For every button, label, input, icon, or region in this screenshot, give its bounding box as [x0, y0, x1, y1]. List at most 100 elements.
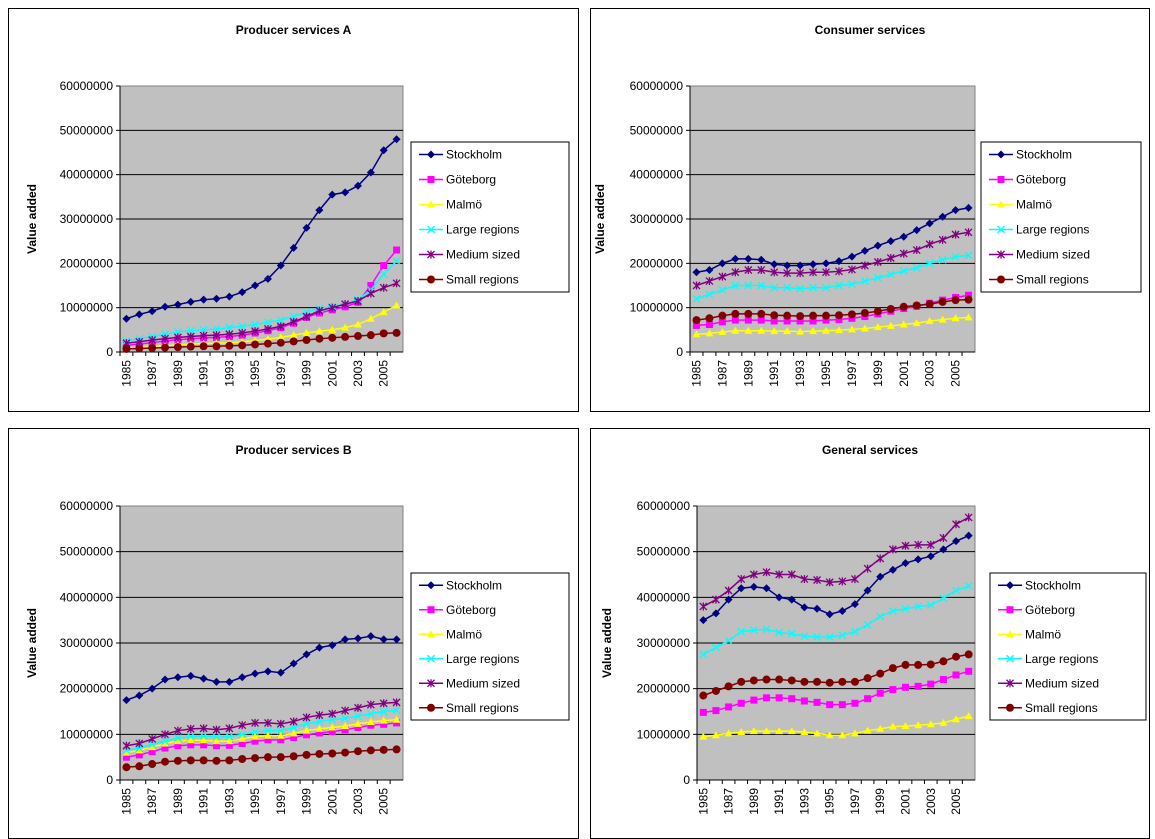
marker	[699, 691, 708, 700]
marker	[873, 307, 882, 316]
marker	[148, 734, 157, 743]
marker	[276, 316, 285, 325]
marker	[328, 715, 337, 724]
legend-marker	[427, 630, 435, 638]
marker	[901, 541, 910, 550]
y-axis-label: Value added	[593, 184, 607, 254]
y-tick-label: 0	[676, 345, 683, 359]
x-tick-label: 2003	[923, 360, 937, 387]
legend-label: Small regions	[446, 701, 519, 715]
marker	[762, 727, 771, 735]
x-tick-label: 1989	[747, 788, 761, 815]
marker	[914, 555, 923, 564]
marker	[813, 575, 822, 584]
marker	[796, 317, 804, 325]
marker	[835, 281, 843, 290]
marker	[952, 537, 961, 546]
marker	[744, 265, 753, 274]
marker	[850, 575, 859, 584]
marker	[263, 731, 272, 739]
x-tick-label: 2005	[949, 788, 963, 815]
marker	[964, 650, 973, 659]
marker	[939, 676, 947, 684]
marker	[692, 316, 701, 325]
marker	[901, 660, 910, 669]
y-axis-label: Value added	[600, 608, 614, 678]
marker	[161, 757, 170, 766]
marker	[731, 326, 740, 334]
marker	[122, 696, 131, 705]
series-line	[126, 249, 398, 347]
y-tick-label: 0	[106, 773, 113, 787]
marker	[925, 259, 934, 268]
marker	[939, 657, 948, 666]
legend-marker	[427, 606, 435, 614]
marker	[135, 344, 144, 353]
marker	[787, 727, 796, 735]
marker	[173, 737, 182, 745]
x-tick-label: 1999	[871, 360, 885, 387]
marker	[341, 323, 350, 331]
marker	[825, 731, 834, 739]
marker	[744, 316, 752, 324]
x-tick-label: 1985	[689, 360, 703, 387]
marker	[770, 268, 779, 277]
x-tick-label: 1991	[197, 788, 211, 815]
series-line	[703, 715, 969, 738]
series-line	[126, 722, 397, 758]
marker	[825, 678, 834, 687]
x-tick-label: 1997	[848, 788, 862, 815]
marker	[763, 694, 770, 702]
marker	[813, 633, 822, 642]
legend-marker	[427, 150, 435, 159]
marker	[822, 311, 831, 320]
legend-box	[410, 141, 570, 293]
marker	[263, 718, 272, 727]
legend-marker	[1006, 654, 1014, 663]
marker	[775, 727, 784, 735]
marker	[926, 720, 935, 728]
marker	[863, 674, 872, 683]
series-line	[126, 304, 397, 350]
legend-label: Malmö	[1025, 627, 1061, 641]
marker	[225, 741, 233, 749]
marker	[341, 706, 350, 715]
marker	[813, 604, 822, 613]
marker	[173, 343, 182, 352]
marker	[303, 731, 311, 739]
marker	[199, 724, 208, 733]
marker	[289, 723, 298, 732]
marker	[951, 230, 960, 239]
marker	[964, 203, 973, 212]
marker	[847, 252, 856, 261]
marker	[718, 272, 727, 281]
marker	[692, 321, 700, 329]
y-tick-label: 40000000	[637, 590, 691, 604]
legend-marker	[997, 200, 1005, 208]
legend-label: Large regions	[1025, 652, 1098, 666]
marker	[122, 748, 131, 756]
legend-label: Malmö	[446, 198, 482, 212]
marker	[724, 682, 733, 691]
marker	[749, 570, 758, 579]
x-tick-label: 1989	[741, 360, 755, 387]
marker	[187, 741, 195, 749]
marker	[914, 540, 923, 549]
marker	[912, 301, 921, 310]
marker	[809, 260, 818, 269]
marker	[964, 712, 973, 720]
marker	[212, 294, 221, 303]
marker	[705, 277, 714, 286]
marker	[276, 719, 285, 728]
x-tick-label: 2005	[949, 360, 963, 387]
marker	[392, 698, 401, 707]
marker	[341, 300, 350, 309]
marker	[834, 257, 843, 266]
marker	[186, 326, 195, 335]
legend-label: Large regions	[1016, 223, 1089, 237]
marker	[263, 753, 272, 762]
marker	[393, 719, 401, 727]
marker	[276, 726, 285, 735]
y-tick-label: 20000000	[60, 682, 114, 696]
marker	[186, 297, 195, 306]
